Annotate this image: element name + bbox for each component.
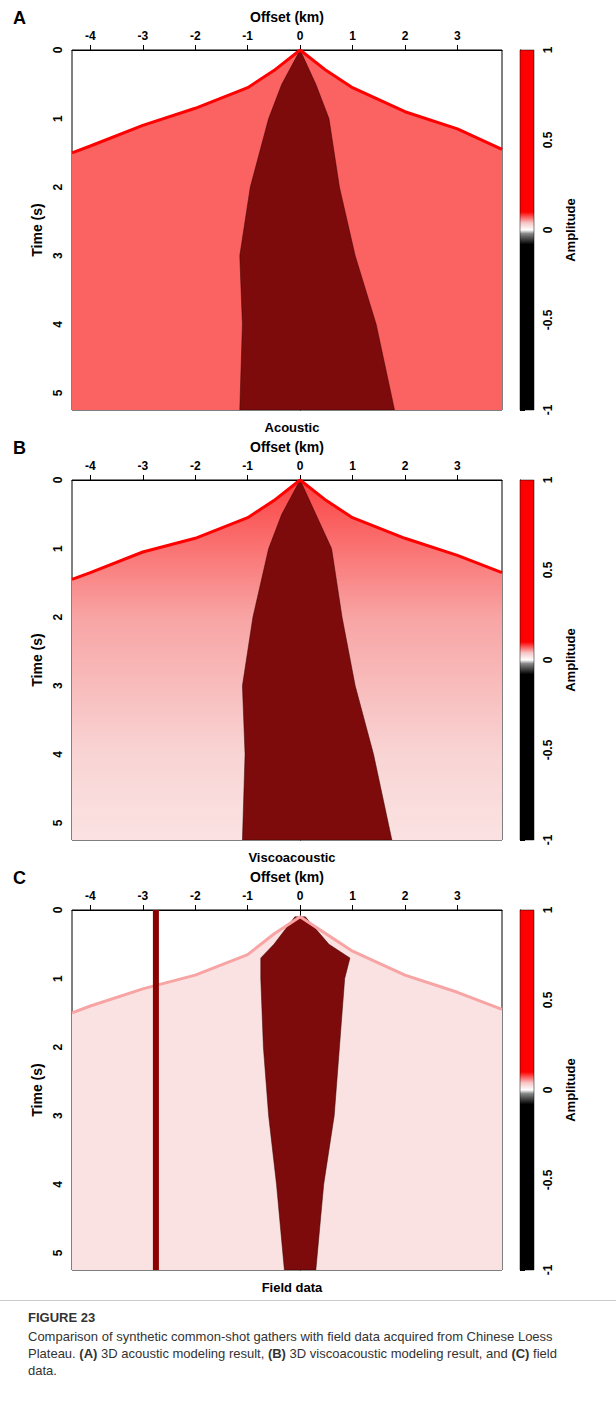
svg-text:0: 0 <box>541 226 555 233</box>
svg-text:-2: -2 <box>190 459 201 473</box>
svg-text:0: 0 <box>297 889 304 903</box>
svg-text:1: 1 <box>541 906 555 913</box>
svg-text:-2: -2 <box>190 29 201 43</box>
svg-text:0: 0 <box>297 29 304 43</box>
svg-text:0: 0 <box>541 656 555 663</box>
svg-text:1: 1 <box>51 545 65 552</box>
svg-text:1: 1 <box>51 115 65 122</box>
svg-text:3: 3 <box>51 682 65 689</box>
svg-text:-1: -1 <box>541 1264 555 1275</box>
svg-text:1: 1 <box>349 29 356 43</box>
svg-text:Time (s): Time (s) <box>29 633 45 686</box>
svg-text:0.5: 0.5 <box>541 131 555 148</box>
svg-text:-0.5: -0.5 <box>541 1169 555 1190</box>
svg-text:2: 2 <box>51 1043 65 1050</box>
svg-text:2: 2 <box>402 29 409 43</box>
svg-text:3: 3 <box>454 29 461 43</box>
svg-text:B: B <box>13 438 26 458</box>
svg-text:0.5: 0.5 <box>541 991 555 1008</box>
svg-text:-4: -4 <box>85 29 96 43</box>
svg-text:-3: -3 <box>137 29 148 43</box>
svg-text:0: 0 <box>51 476 65 483</box>
svg-text:Amplitude: Amplitude <box>563 1058 578 1122</box>
svg-text:2: 2 <box>51 613 65 620</box>
svg-text:3: 3 <box>51 252 65 259</box>
svg-text:1: 1 <box>51 975 65 982</box>
svg-text:2: 2 <box>402 459 409 473</box>
svg-text:-3: -3 <box>137 459 148 473</box>
svg-text:3: 3 <box>454 889 461 903</box>
svg-text:5: 5 <box>51 389 65 396</box>
svg-text:Field data: Field data <box>262 1280 323 1295</box>
svg-text:Offset (km): Offset (km) <box>250 439 324 455</box>
svg-text:4: 4 <box>51 321 65 328</box>
svg-text:1: 1 <box>541 476 555 483</box>
svg-text:-3: -3 <box>137 889 148 903</box>
svg-text:3: 3 <box>51 1112 65 1119</box>
svg-text:-1: -1 <box>242 459 253 473</box>
svg-text:1: 1 <box>349 459 356 473</box>
svg-text:5: 5 <box>51 819 65 826</box>
svg-text:-4: -4 <box>85 459 96 473</box>
svg-text:-0.5: -0.5 <box>541 739 555 760</box>
svg-text:0: 0 <box>541 1086 555 1093</box>
svg-text:A: A <box>13 8 26 28</box>
svg-text:2: 2 <box>402 889 409 903</box>
svg-text:-1: -1 <box>242 889 253 903</box>
svg-text:Time (s): Time (s) <box>29 1063 45 1116</box>
svg-text:-1: -1 <box>541 834 555 845</box>
html-text:FIGURE 23: FIGURE 23 <box>28 1310 96 1325</box>
svg-text:-1: -1 <box>541 404 555 415</box>
svg-text:1: 1 <box>349 889 356 903</box>
svg-text:1: 1 <box>541 46 555 53</box>
svg-text:Amplitude: Amplitude <box>563 628 578 692</box>
svg-text:-4: -4 <box>85 889 96 903</box>
svg-text:3: 3 <box>454 459 461 473</box>
svg-text:4: 4 <box>51 751 65 758</box>
svg-text:0: 0 <box>51 906 65 913</box>
svg-text:-1: -1 <box>242 29 253 43</box>
svg-text:0: 0 <box>297 459 304 473</box>
svg-text:Offset (km): Offset (km) <box>250 869 324 885</box>
svg-text:-0.5: -0.5 <box>541 309 555 330</box>
svg-text:4: 4 <box>51 1181 65 1188</box>
html-text:Comparison of synthetic common: Comparison of synthetic common-shot gath… <box>28 1329 557 1378</box>
svg-text:5: 5 <box>51 1249 65 1256</box>
svg-text:Viscoacoustic: Viscoacoustic <box>248 850 335 865</box>
svg-text:2: 2 <box>51 183 65 190</box>
svg-text:0: 0 <box>51 46 65 53</box>
svg-text:-2: -2 <box>190 889 201 903</box>
svg-text:0.5: 0.5 <box>541 561 555 578</box>
svg-text:Acoustic: Acoustic <box>265 420 320 435</box>
svg-text:C: C <box>13 868 26 888</box>
svg-text:Time (s): Time (s) <box>29 203 45 256</box>
svg-text:Amplitude: Amplitude <box>563 198 578 262</box>
svg-text:Offset (km): Offset (km) <box>250 9 324 25</box>
